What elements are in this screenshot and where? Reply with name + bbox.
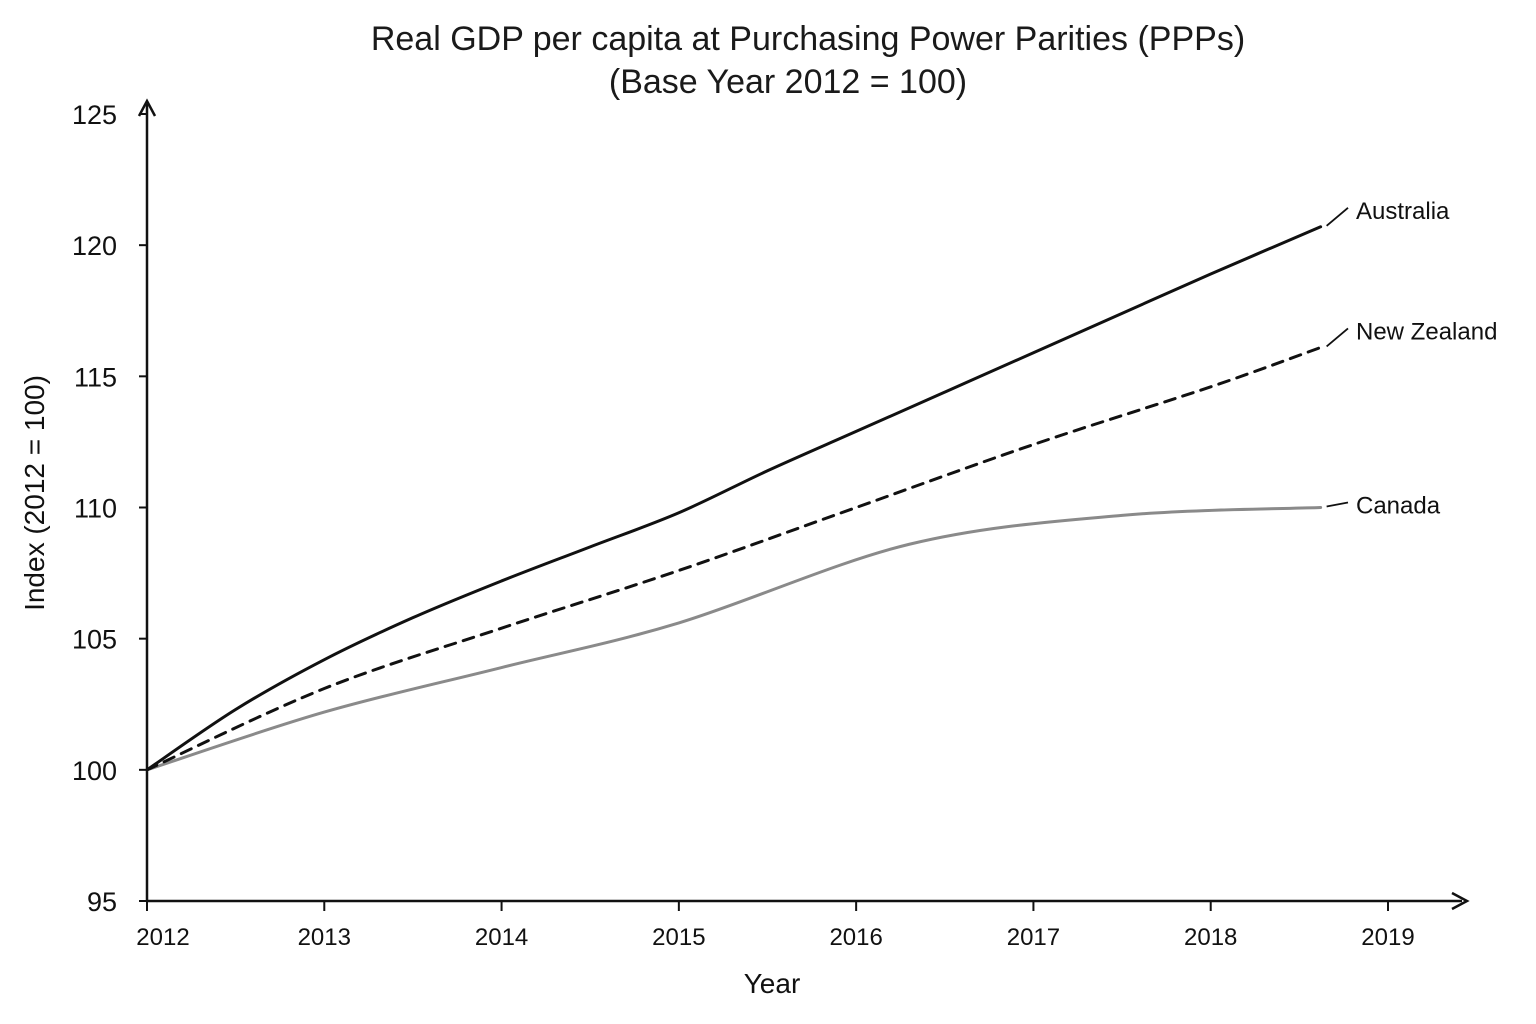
x-tick-label: 2015 [652,924,705,951]
y-axis-label: Index (2012 = 100) [19,375,50,611]
y-tick-label: 120 [72,231,117,261]
x-tick-label: 2019 [1361,924,1414,951]
axes [137,98,1470,911]
series-leader-australia [1326,207,1349,227]
x-tick-label: 2013 [298,924,351,951]
chart-title: Real GDP per capita at Purchasing Power … [371,20,1245,58]
x-tick-label: 2016 [829,924,882,951]
chart-subtitle: (Base Year 2012 = 100) [609,63,967,101]
x-axis-arrow [1451,891,1470,911]
series-leader-canada [1326,501,1349,508]
series-label-new-zealand: New Zealand [1356,318,1497,345]
series-line-australia [145,225,1323,772]
series-line-canada [145,506,1323,772]
x-tick-label: 2014 [475,924,528,951]
series-line-new-zealand [145,345,1323,772]
y-axis-arrow [137,98,157,117]
y-tick-label: 100 [72,756,117,786]
series-labels: Australia New Zealand Canada [1326,198,1497,520]
x-tick-label: 2012 [136,924,189,951]
series-lines [145,225,1323,772]
y-tick-label: 125 [72,100,117,130]
series-label-australia: Australia [1356,198,1450,225]
x-tick-label: 2018 [1184,924,1237,951]
x-axis-label: Year [744,968,801,999]
y-tick-label: 115 [74,362,117,392]
y-tick-label: 95 [87,887,117,917]
y-tick-label: 105 [72,625,117,655]
x-tick-label: 2017 [1007,924,1060,951]
series-leader-new-zealand [1326,327,1349,348]
y-tick-label: 110 [74,494,117,524]
tick-labels: 2012 2013 2014 2015 2016 2017 2018 2019 95 100 105… [72,100,1415,951]
series-label-canada: Canada [1356,493,1441,520]
